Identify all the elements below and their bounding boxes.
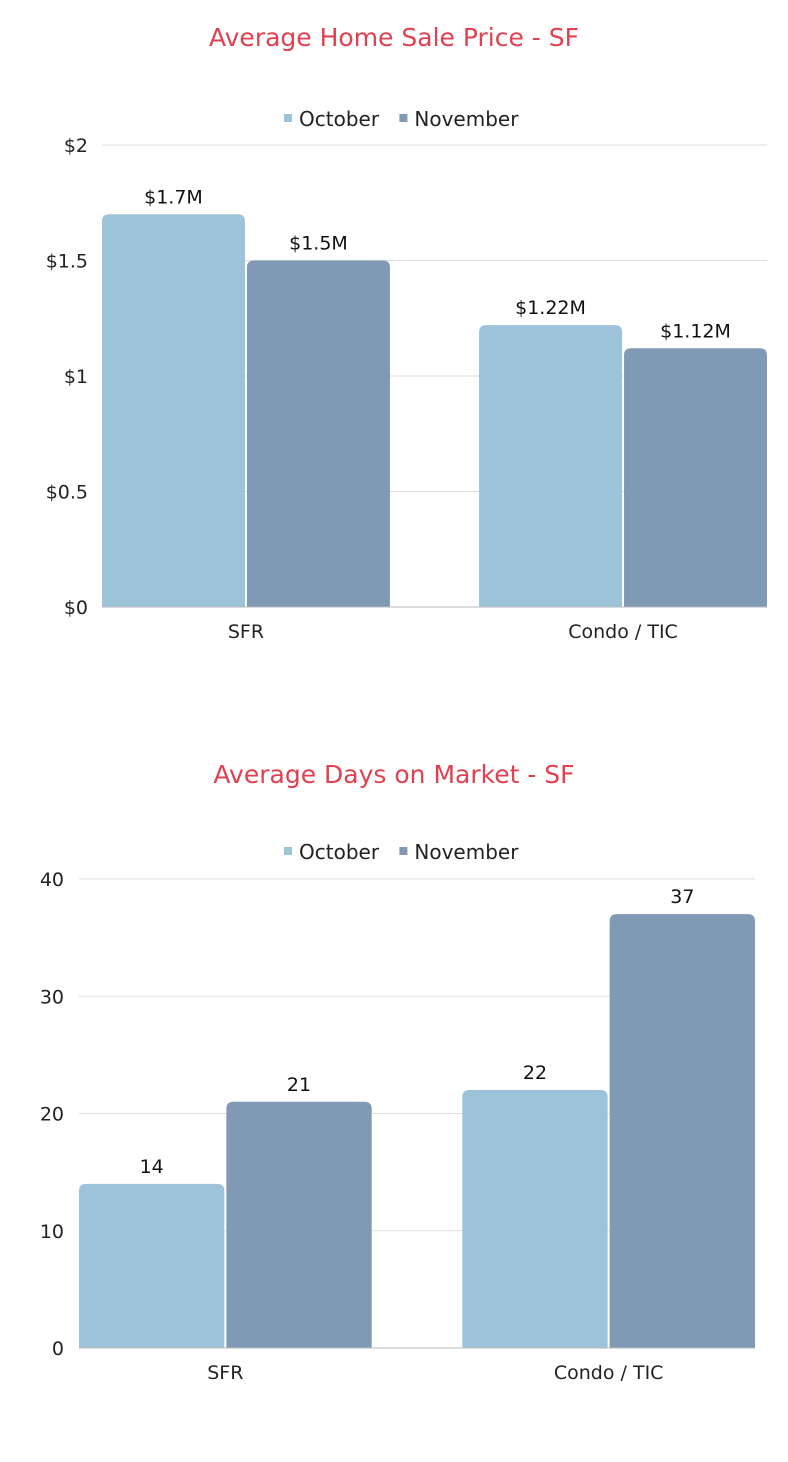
bar-october-0 — [79, 1183, 225, 1348]
days-on-market-chart-svg: Average Days on Market - SF October Novemb… — [40, 760, 755, 1384]
bars: $1.7M $1.5M $1.22M $1.12M — [102, 186, 767, 608]
legend-swatch-october — [284, 847, 292, 855]
bars: 14 21 22 37 — [79, 886, 755, 1348]
y-tick-label: $0.5 — [46, 482, 88, 504]
legend-swatch-november — [399, 847, 408, 855]
bar-october-1 — [462, 1090, 608, 1348]
legend-label-october: October — [299, 840, 380, 864]
bar-october-0 — [102, 214, 245, 608]
x-category-label: SFR — [228, 621, 264, 643]
legend-label-november: November — [414, 840, 519, 864]
legend-label-october: October — [299, 107, 380, 131]
legend-label-november: November — [414, 107, 519, 131]
data-label: $1.12M — [660, 320, 731, 342]
data-label: 14 — [140, 1156, 164, 1178]
y-tick-label: 10 — [40, 1221, 64, 1243]
legend: October November — [284, 107, 519, 131]
bar-november-1 — [624, 348, 767, 607]
y-tick-label: $1 — [64, 366, 88, 388]
data-label: 37 — [670, 886, 694, 908]
bar-november-1 — [609, 914, 755, 1348]
y-tick-label: 40 — [40, 869, 64, 891]
bar-october-1 — [479, 325, 623, 607]
data-label: $1.5M — [289, 233, 348, 255]
data-label: 22 — [523, 1062, 547, 1084]
legend-swatch-october — [284, 114, 292, 122]
days-on-market-chart: Average Days on Market - SF October Novemb… — [0, 735, 788, 1435]
y-tick-label: $0 — [64, 597, 88, 619]
y-tick-label: 20 — [40, 1104, 64, 1126]
x-category-label: SFR — [207, 1362, 243, 1384]
y-tick-label: $1.5 — [46, 251, 88, 273]
chart-title: Average Days on Market - SF — [213, 760, 574, 789]
sale-price-chart-svg: Average Home Sale Price - SF October Novem… — [46, 23, 767, 643]
x-category-label: Condo / TIC — [554, 1362, 664, 1384]
sale-price-chart: Average Home Sale Price - SF October Novem… — [0, 0, 788, 700]
legend-swatch-november — [399, 114, 408, 122]
bar-november-0 — [246, 260, 390, 607]
legend: October November — [284, 840, 519, 864]
data-label: 21 — [287, 1074, 311, 1096]
chart-title: Average Home Sale Price - SF — [209, 23, 579, 52]
y-tick-label: 0 — [52, 1338, 64, 1360]
x-category-label: Condo / TIC — [568, 621, 678, 643]
bar-november-0 — [226, 1101, 372, 1348]
y-tick-label: 30 — [40, 986, 64, 1008]
data-label: $1.7M — [144, 186, 203, 208]
y-tick-label: $2 — [64, 135, 88, 157]
data-label: $1.22M — [515, 297, 586, 319]
